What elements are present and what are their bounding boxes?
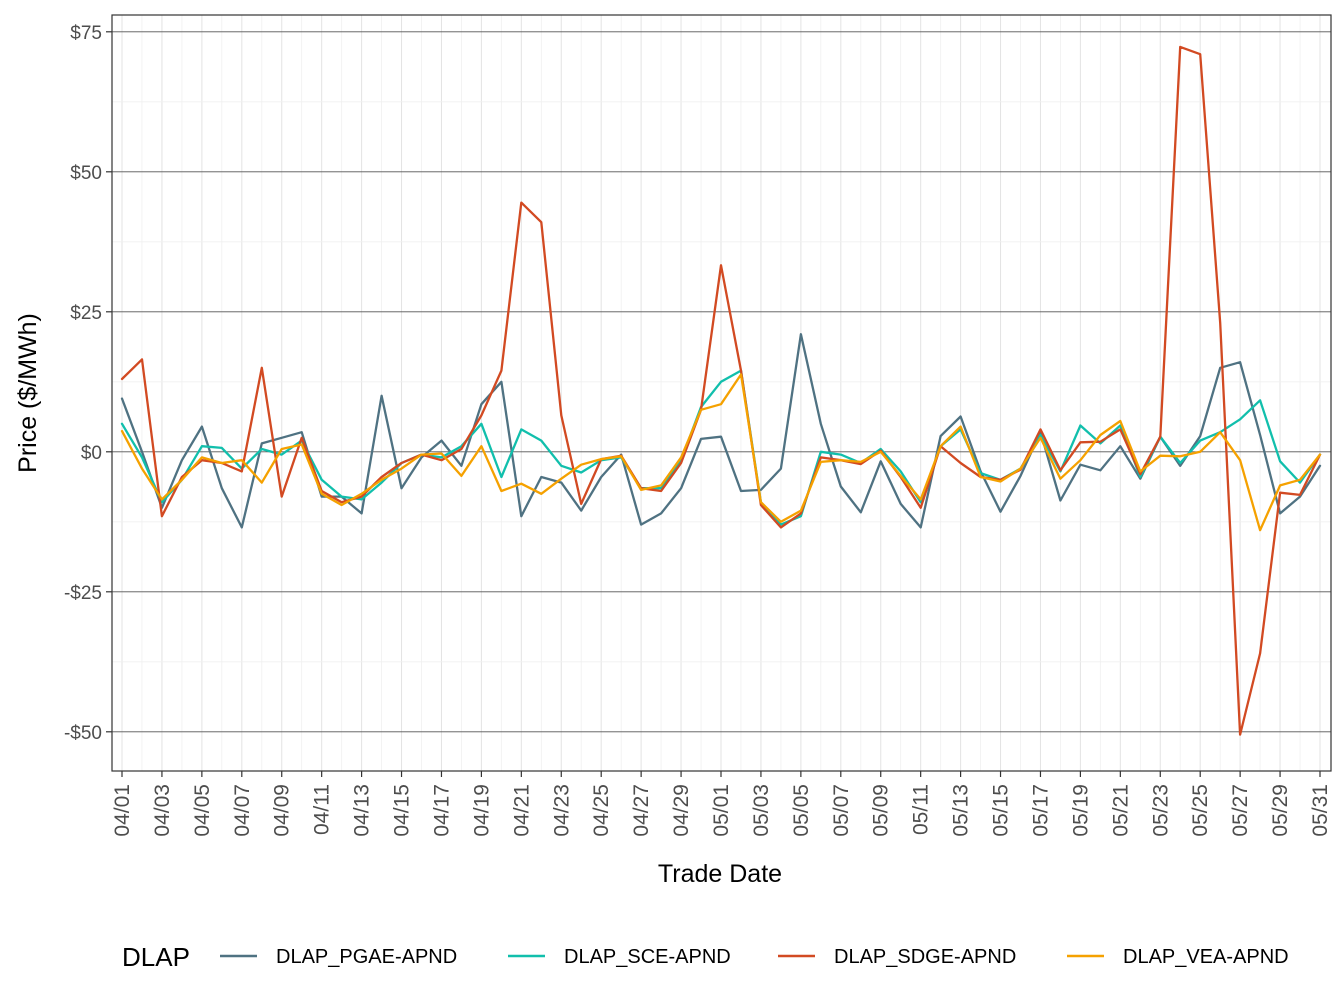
series-line [120, 373, 1322, 532]
x-axis: 04/01 04/03 04/05 04/07 04/09 04/11 04/13 04/15… [111, 771, 1332, 837]
x-tick-label: 05/01 [710, 784, 733, 837]
x-tick-label: 04/29 [670, 784, 693, 837]
x-tick-label: 04/09 [271, 784, 294, 837]
x-tick-label: 04/05 [191, 784, 214, 837]
x-tick-label: 04/21 [510, 784, 533, 837]
x-tick-label: 05/15 [990, 784, 1013, 837]
y-tick-label: $0 [81, 443, 102, 464]
y-tick-label: $25 [70, 303, 102, 324]
x-tick-label: 04/23 [550, 784, 573, 837]
series-line [120, 369, 1322, 526]
legend-label: DLAP_SDGE-APND [834, 946, 1016, 968]
x-tick-label: 05/31 [1309, 784, 1332, 837]
y-tick-label: $75 [70, 23, 102, 44]
x-tick-label: 04/19 [470, 784, 493, 837]
x-tick-label: 04/07 [231, 784, 254, 837]
legend-label: DLAP_PGAE-APND [276, 946, 457, 968]
legend-title: DLAP [122, 942, 190, 972]
x-tick-label: 04/11 [311, 784, 334, 835]
x-tick-label: 05/07 [830, 784, 853, 837]
x-tick-label: 04/15 [391, 784, 414, 837]
x-tick-label: 05/09 [870, 784, 893, 837]
x-tick-label: 05/13 [950, 784, 973, 837]
x-tick-label: 05/05 [790, 784, 813, 837]
x-tick-label: 05/11 [910, 784, 933, 835]
x-tick-label: 05/03 [750, 784, 773, 837]
x-tick-label: 05/25 [1189, 784, 1212, 837]
x-tick-label: 05/23 [1149, 784, 1172, 837]
y-tick-label: -$50 [64, 723, 102, 744]
x-tick-label: 05/29 [1269, 784, 1292, 837]
y-tick-label: $50 [70, 163, 102, 184]
legend-label: DLAP_SCE-APND [564, 946, 731, 968]
x-tick-label: 04/03 [151, 784, 174, 837]
legend: DLAP DLAP_PGAE-APND DLAP_SCE-APND DLAP_SDG… [122, 942, 1289, 972]
x-tick-label: 05/19 [1069, 784, 1092, 837]
grid-minor [112, 15, 1331, 771]
series-line [120, 333, 1322, 529]
x-tick-label: 05/21 [1109, 784, 1132, 837]
series-lines [120, 45, 1322, 736]
legend-label: DLAP_VEA-APND [1123, 946, 1289, 968]
x-tick-label: 04/17 [430, 784, 453, 837]
x-tick-label: 04/27 [630, 784, 653, 837]
x-tick-label: 04/25 [590, 784, 613, 837]
x-tick-label: 04/13 [351, 784, 374, 837]
x-axis-title: Trade Date [658, 860, 782, 888]
y-axis: $75 $50 $25 $0 -$25 -$50 [64, 23, 112, 744]
y-axis-title: Price ($/MWh) [14, 313, 42, 473]
y-tick-label: -$25 [64, 583, 102, 604]
x-tick-label: 05/17 [1029, 784, 1052, 837]
grid-major [112, 31, 1331, 733]
x-tick-label: 04/01 [111, 784, 134, 837]
x-tick-label: 05/27 [1229, 784, 1252, 837]
